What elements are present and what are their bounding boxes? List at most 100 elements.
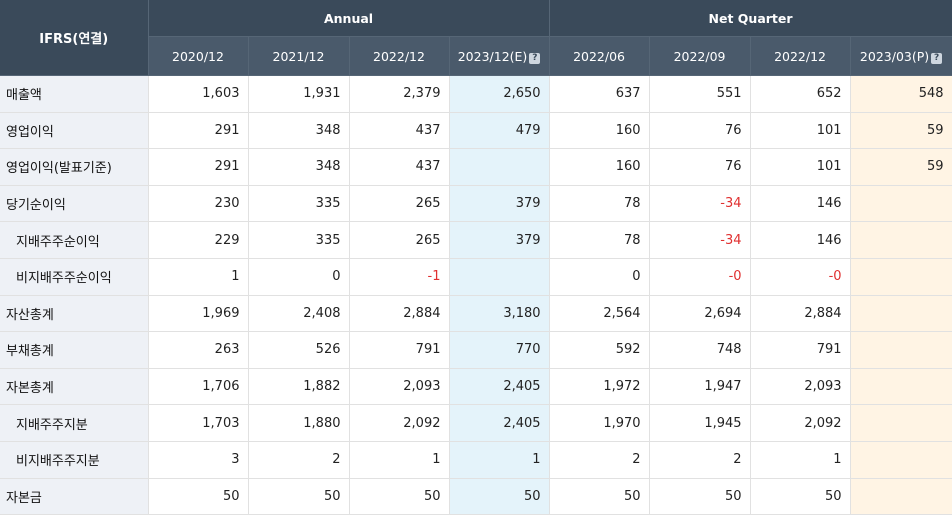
table-cell: -34	[649, 185, 751, 223]
table-cell: -0	[750, 258, 851, 296]
table-cell: 50	[549, 478, 650, 516]
net-quarter-header: Net Quarter	[549, 0, 952, 37]
table-cell: 76	[649, 148, 751, 186]
row-label: 자본총계	[0, 368, 149, 406]
table-cell: 1	[349, 441, 450, 479]
table-cell	[850, 478, 952, 516]
table-cell: 652	[750, 75, 851, 113]
table-cell: 2	[248, 441, 350, 479]
table-cell: 2,564	[549, 295, 650, 333]
table-cell: 146	[750, 185, 851, 223]
table-cell	[850, 295, 952, 333]
table-cell: 101	[750, 148, 851, 186]
table-cell: 76	[649, 112, 751, 150]
table-cell: 50	[148, 478, 249, 516]
table-cell: 3	[148, 441, 249, 479]
table-row: 당기순이익 230 335 265 379 78 -34 146	[0, 185, 952, 223]
table-row: 영업이익 291 348 437 479 160 76 101 59	[0, 112, 952, 150]
table-cell: 50	[649, 478, 751, 516]
table-cell: 3,180	[449, 295, 550, 333]
table-cell: 59	[850, 112, 952, 150]
table-cell: -1	[349, 258, 450, 296]
table-cell	[850, 441, 952, 479]
row-label: 당기순이익	[0, 185, 149, 223]
column-header: 2022/12	[349, 36, 450, 76]
column-header: 2021/12	[248, 36, 350, 76]
table-cell: 59	[850, 148, 952, 186]
table-cell: 379	[449, 221, 550, 259]
table-cell: 0	[549, 258, 650, 296]
question-icon[interactable]: ?	[529, 52, 541, 64]
table-cell: 50	[349, 478, 450, 516]
table-cell	[449, 148, 550, 186]
table-cell: 265	[349, 185, 450, 223]
annual-header: Annual	[148, 0, 550, 37]
table-cell	[850, 331, 952, 369]
table-cell: 1,970	[549, 404, 650, 442]
table-row: 지배주주지분 1,703 1,880 2,092 2,405 1,970 1,945 2,09…	[0, 404, 952, 442]
table-cell: -34	[649, 221, 751, 259]
table-cell: 2,379	[349, 75, 450, 113]
table-cell: 1,931	[248, 75, 350, 113]
table-cell: 1,969	[148, 295, 249, 333]
table-cell: 291	[148, 148, 249, 186]
table-cell: 78	[549, 185, 650, 223]
table-cell: 379	[449, 185, 550, 223]
table-cell: 50	[750, 478, 851, 516]
table-cell: 551	[649, 75, 751, 113]
table-cell: 791	[750, 331, 851, 369]
row-label: 부채총계	[0, 331, 149, 369]
table-cell: 1,706	[148, 368, 249, 406]
table-cell	[850, 185, 952, 223]
table-cell: 2,694	[649, 295, 751, 333]
row-label: 매출액	[0, 75, 149, 113]
column-header: 2022/12	[750, 36, 851, 76]
table-cell: 2,092	[349, 404, 450, 442]
table-cell: 592	[549, 331, 650, 369]
table-cell	[850, 258, 952, 296]
column-header: 2020/12	[148, 36, 249, 76]
table-cell: 2,405	[449, 404, 550, 442]
table-row: 매출액 1,603 1,931 2,379 2,650 637 551 652 548	[0, 75, 952, 113]
table-cell: 146	[750, 221, 851, 259]
table-cell: 78	[549, 221, 650, 259]
table-cell	[850, 404, 952, 442]
table-cell: 0	[248, 258, 350, 296]
column-header: 2022/06	[549, 36, 650, 76]
table-cell: 2,884	[349, 295, 450, 333]
table-cell: 437	[349, 112, 450, 150]
table-cell: 348	[248, 112, 350, 150]
column-header-preliminary: 2023/03(P)?	[850, 36, 952, 76]
table-cell: 2,650	[449, 75, 550, 113]
table-cell: 791	[349, 331, 450, 369]
table-cell: 748	[649, 331, 751, 369]
table-cell: 263	[148, 331, 249, 369]
table-cell: 2	[649, 441, 751, 479]
table-cell: 437	[349, 148, 450, 186]
question-icon[interactable]: ?	[931, 52, 943, 64]
table-cell: 2,884	[750, 295, 851, 333]
table-cell	[850, 221, 952, 259]
table-cell: 50	[248, 478, 350, 516]
table-row: 부채총계 263 526 791 770 592 748 791	[0, 331, 952, 369]
table-cell	[449, 258, 550, 296]
table-cell: 335	[248, 185, 350, 223]
table-cell: 160	[549, 112, 650, 150]
column-header-label: 2023/12(E)	[457, 48, 528, 64]
table-cell: 2	[549, 441, 650, 479]
table-cell: 1,603	[148, 75, 249, 113]
table-cell: 1	[148, 258, 249, 296]
table-row: 자본총계 1,706 1,882 2,093 2,405 1,972 1,947 2,093	[0, 368, 952, 406]
table-cell: 1,972	[549, 368, 650, 406]
table-row: 비지배주주순이익 1 0 -1 0 -0 -0	[0, 258, 952, 296]
table-cell: 1,703	[148, 404, 249, 442]
row-label: 비지배주주순이익	[0, 258, 149, 296]
row-label: 자산총계	[0, 295, 149, 333]
table-cell: 637	[549, 75, 650, 113]
row-label: 영업이익(발표기준)	[0, 148, 149, 186]
column-header-label: 2023/03(P)	[859, 48, 930, 64]
table-cell: 2,408	[248, 295, 350, 333]
table-cell: 160	[549, 148, 650, 186]
table-cell: 265	[349, 221, 450, 259]
